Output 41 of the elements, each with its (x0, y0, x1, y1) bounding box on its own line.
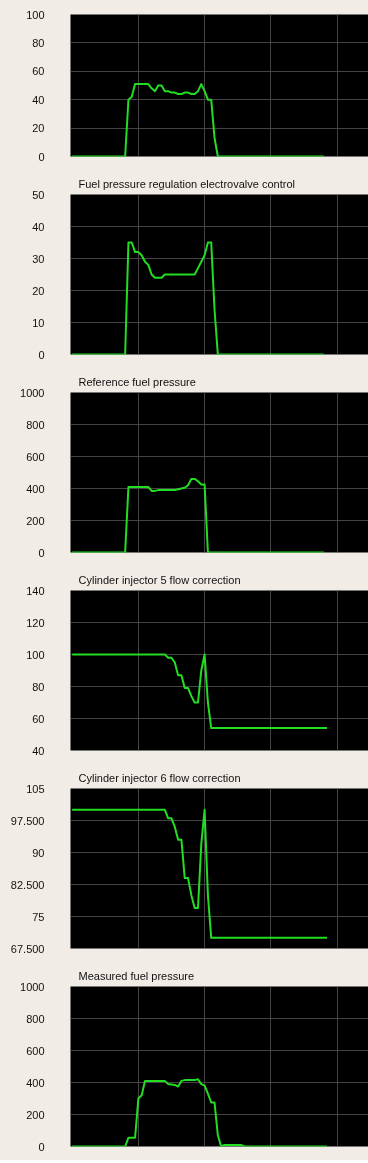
y-tick-label: 400 (26, 1076, 45, 1089)
y-tick-label: 200 (26, 1108, 45, 1121)
y-tick-label: 40 (32, 93, 45, 106)
y-tick-label: 200 (26, 514, 45, 527)
chart-title: Measured fuel pressure (78, 969, 195, 982)
y-tick-label: 400 (26, 482, 45, 495)
y-tick-label: 600 (26, 450, 45, 463)
y-tick-label: 0 (38, 1140, 45, 1153)
chart-title: Cylinder injector 6 flow correction (78, 771, 241, 784)
chart-title: Cylinder injector 5 flow correction (78, 573, 241, 586)
chart-title: Fuel pressure regulation electrovalve control (78, 177, 295, 190)
y-tick-label: 60 (32, 65, 45, 78)
y-tick-label: 140 (26, 584, 45, 597)
y-tick-label: 90 (32, 846, 45, 859)
y-tick-label: 60 (32, 712, 45, 725)
chart-title: Reference fuel pressure (78, 375, 196, 388)
y-tick-label: 30 (32, 252, 45, 265)
y-tick-label: 97.500 (10, 814, 45, 827)
y-tick-label: 67.500 (10, 942, 45, 955)
y-tick-label: 80 (32, 36, 45, 49)
y-tick-label: 0 (38, 348, 45, 361)
y-tick-label: 120 (26, 616, 45, 629)
y-tick-label: 10 (32, 316, 45, 329)
y-tick-label: 105 (26, 782, 45, 795)
y-tick-label: 800 (26, 418, 45, 431)
y-tick-label: 800 (26, 1012, 45, 1025)
y-tick-label: 82.500 (10, 878, 45, 891)
y-tick-label: 50 (32, 188, 45, 201)
y-tick-label: 40 (32, 220, 45, 233)
y-tick-label: 40 (32, 744, 45, 757)
y-tick-label: 1000 (20, 386, 45, 399)
y-tick-label: 20 (32, 122, 45, 135)
y-tick-label: 80 (32, 680, 45, 693)
y-tick-label: 1000 (20, 980, 45, 993)
y-tick-label: 20 (32, 284, 45, 297)
y-tick-label: 75 (32, 910, 45, 923)
y-tick-label: 600 (26, 1044, 45, 1057)
y-tick-label: 100 (26, 8, 45, 21)
y-tick-label: 0 (38, 546, 45, 559)
y-tick-label: 100 (26, 648, 45, 661)
y-tick-label: 0 (38, 150, 45, 163)
